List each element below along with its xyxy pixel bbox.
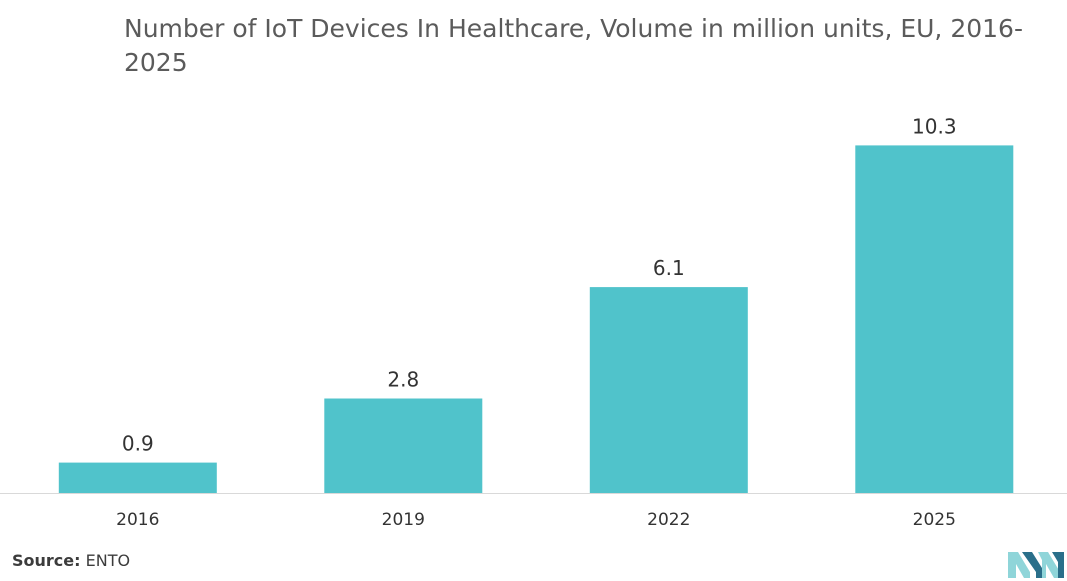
x-tick-label-2016: 2016 — [116, 510, 159, 530]
bar-2016 — [58, 462, 217, 493]
data-label-2016: 0.9 — [122, 432, 154, 456]
x-tick-label-2022: 2022 — [647, 510, 690, 530]
x-tick-label-2025: 2025 — [913, 510, 956, 530]
data-label-2022: 6.1 — [653, 256, 685, 280]
bar-2025 — [855, 145, 1014, 493]
source-value: ENTO — [85, 551, 131, 570]
mordor-intelligence-logo-icon — [1008, 552, 1064, 578]
bar-2022 — [589, 287, 748, 493]
data-label-2019: 2.8 — [387, 368, 419, 392]
source-note: Source: ENTO — [12, 551, 130, 570]
data-label-2025: 10.3 — [912, 114, 957, 138]
chart-title: Number of IoT Devices In Healthcare, Vol… — [124, 14, 1023, 77]
bar-2019 — [324, 398, 483, 493]
source-label: Source: — [12, 551, 81, 570]
x-tick-label-2019: 2019 — [382, 510, 425, 530]
